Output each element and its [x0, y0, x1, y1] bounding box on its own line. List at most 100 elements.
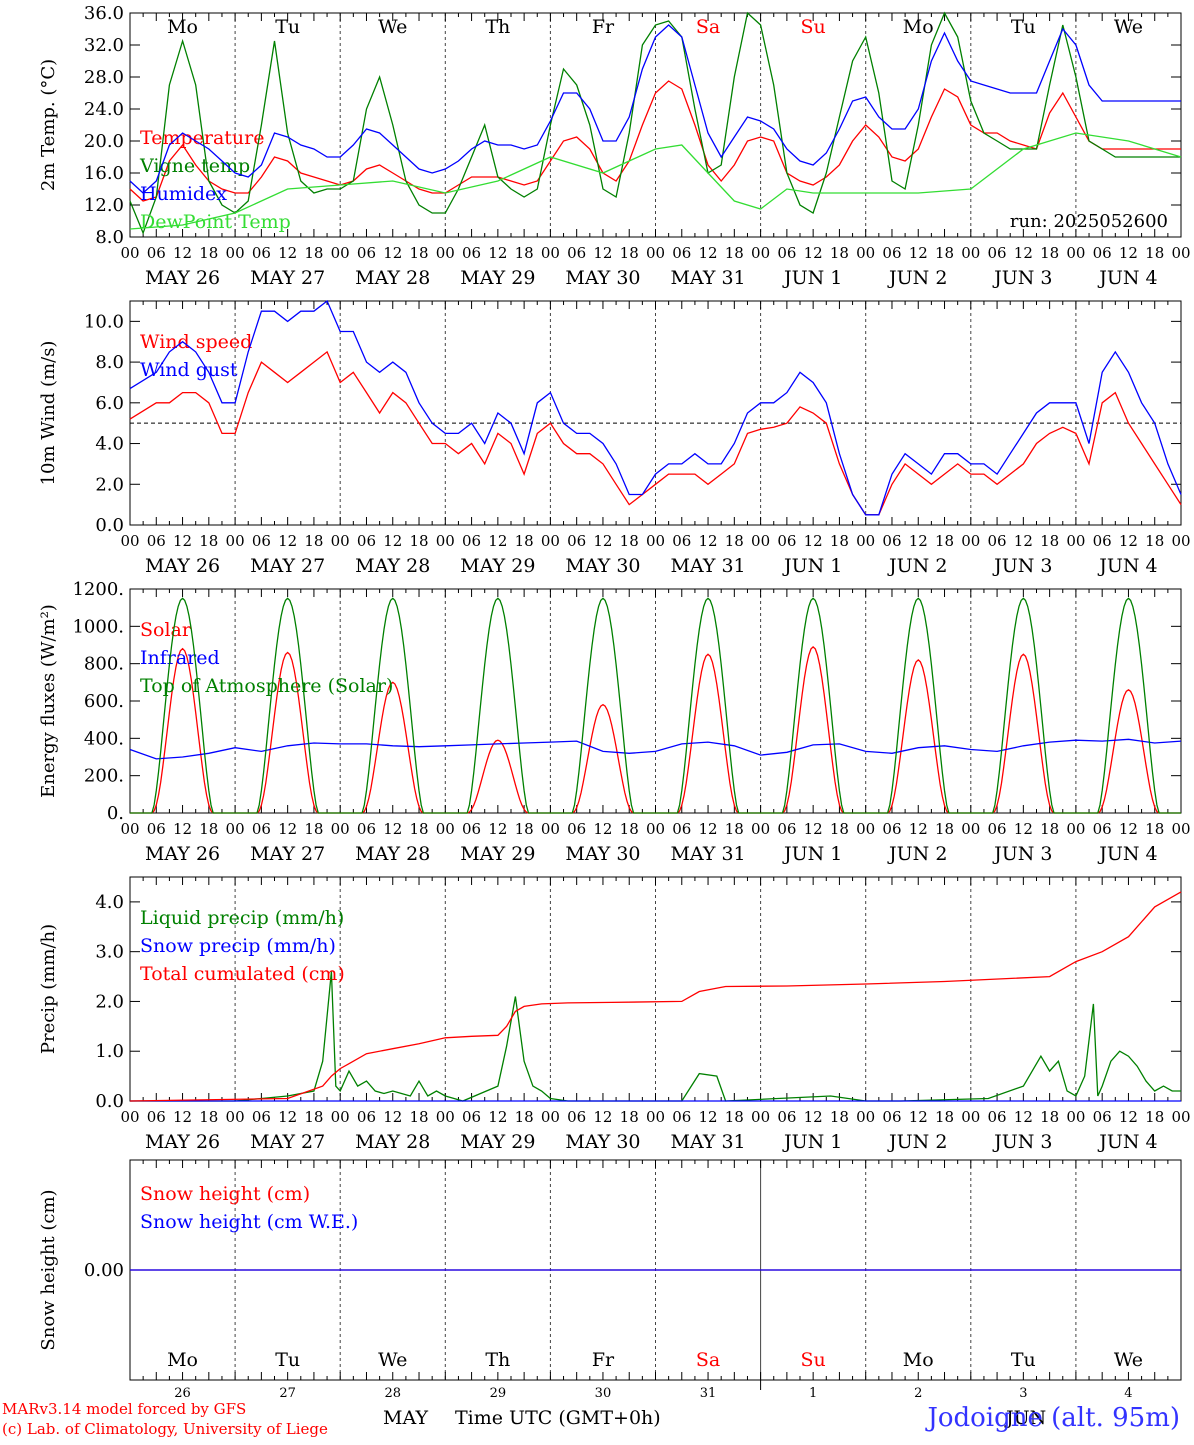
day-of-week-label: Th: [485, 1349, 510, 1371]
hour-tick-label: 06: [567, 244, 586, 262]
series-line-wind-speed: [129, 350, 1182, 516]
hour-tick-label: 06: [672, 820, 691, 838]
panel-snow: 0.00 Snow height (cm) Mo Tu We Th Fr Sa Su Mo Tu We…: [38, 1159, 1182, 1401]
hour-tick-label: 12: [593, 820, 612, 838]
hour-tick-label: 00: [1066, 1108, 1085, 1126]
series-line-wind-gust: [129, 299, 1182, 516]
hour-tick-label: 00: [226, 244, 245, 262]
hour-tick-label: 12: [1014, 244, 1033, 262]
hour-tick-label: 12: [909, 1108, 928, 1126]
date-label: MAY 28: [355, 267, 430, 289]
hour-tick-label: 06: [882, 532, 901, 550]
hour-tick-label: 18: [304, 532, 323, 550]
hour-tick-label: 18: [620, 1108, 639, 1126]
hour-tick-label: 00: [751, 1108, 770, 1126]
date-label: MAY 26: [145, 843, 220, 865]
hour-tick-label: 12: [804, 244, 823, 262]
hour-tick-label: 18: [515, 820, 534, 838]
hour-tick-label: 06: [462, 1108, 481, 1126]
day-of-week-label: Sa: [696, 1349, 720, 1371]
hour-tick-label: 12: [278, 244, 297, 262]
hour-tick-label: 18: [830, 532, 849, 550]
y-tick-label: 0.0: [95, 515, 124, 536]
hour-tick-label: 00: [961, 532, 980, 550]
hour-tick-label: 18: [620, 820, 639, 838]
hour-tick-label: 00: [1171, 532, 1190, 550]
hour-tick-label: 00: [226, 820, 245, 838]
day-of-week-label: Tu: [275, 16, 300, 38]
hour-tick-label: 18: [1145, 820, 1164, 838]
hour-tick-label: 18: [935, 244, 954, 262]
hour-tick-label: 12: [1119, 532, 1138, 550]
hour-tick-label: 12: [488, 820, 507, 838]
hour-tick-label: 00: [436, 244, 455, 262]
day-number-label: 29: [490, 1386, 507, 1401]
hour-tick-label: 00: [751, 532, 770, 550]
y-axis-label: Snow height (cm): [38, 1189, 59, 1350]
hour-tick-label: 12: [383, 820, 402, 838]
series-line-top-of-atmosphere-solar-: [130, 597, 1181, 814]
hour-tick-label: 12: [173, 244, 192, 262]
y-tick-label: 3.0: [95, 942, 124, 963]
date-label: MAY 27: [250, 1131, 325, 1153]
hour-tick-label: 18: [199, 532, 218, 550]
legend-entry: Infrared: [140, 647, 220, 669]
hour-tick-label: 12: [804, 1108, 823, 1126]
day-number-label: 1: [809, 1386, 817, 1401]
date-label: MAY 29: [460, 555, 535, 577]
hour-tick-label: 00: [961, 820, 980, 838]
series-line-total-cumulated-cm-: [129, 891, 1182, 1102]
y-tick-label: 1000.: [72, 616, 124, 637]
y-tick-label: 12.0: [84, 195, 124, 216]
panel-energy: 0. 200. 400. 600. 800. 1000. 1200. Energy fluxe…: [38, 579, 1191, 865]
day-number-label: 4: [1124, 1386, 1132, 1401]
date-label: MAY 28: [355, 555, 430, 577]
day-of-week-label: Mo: [167, 1349, 198, 1371]
hour-tick-label: 06: [462, 244, 481, 262]
panel-frame: [129, 12, 1182, 238]
hour-tick-label: 00: [436, 820, 455, 838]
hour-tick-label: 18: [1145, 532, 1164, 550]
y-axis-label: Energy fluxes (W/m²): [38, 604, 59, 798]
hour-tick-label: 18: [725, 820, 744, 838]
date-label: JUN 3: [992, 555, 1052, 577]
hour-tick-label: 12: [278, 532, 297, 550]
y-tick-label: 400.: [84, 728, 124, 749]
day-of-week-label: Sa: [696, 16, 720, 38]
hour-tick-label: 18: [830, 244, 849, 262]
date-label: MAY 26: [145, 555, 220, 577]
hour-tick-label: 18: [1040, 820, 1059, 838]
hour-tick-label: 18: [1040, 244, 1059, 262]
hour-tick-label: 06: [672, 1108, 691, 1126]
panel-precip: 0.0 1.0 2.0 3.0 4.0 Precip (mm/h) 00 06 12 18 MAY …: [38, 876, 1191, 1153]
legend-entry: Snow height (cm W.E.): [140, 1211, 358, 1233]
hour-tick-label: 18: [409, 244, 428, 262]
legend-entry: Liquid precip (mm/h): [140, 907, 344, 929]
hour-tick-label: 06: [988, 244, 1007, 262]
y-tick-label: 10.0: [84, 311, 124, 332]
hour-tick-label: 06: [357, 244, 376, 262]
y-tick-label: 8.0: [95, 352, 124, 373]
hour-tick-label: 12: [488, 244, 507, 262]
day-of-week-label: Su: [801, 16, 826, 38]
hour-tick-label: 18: [304, 820, 323, 838]
y-tick-label: 600.: [84, 691, 124, 712]
day-of-week-label: Tu: [1011, 1349, 1036, 1371]
hour-tick-label: 12: [909, 244, 928, 262]
legend-entry: Snow precip (mm/h): [140, 935, 336, 957]
series-line-temperature: [129, 80, 1181, 202]
hour-tick-label: 06: [988, 532, 1007, 550]
hour-tick-label: 06: [357, 532, 376, 550]
hour-tick-label: 18: [935, 532, 954, 550]
hour-tick-label: 12: [173, 820, 192, 838]
date-label: JUN 4: [1097, 843, 1157, 865]
date-label: MAY 30: [565, 267, 640, 289]
hour-tick-label: 00: [1066, 532, 1085, 550]
date-label: MAY 29: [460, 843, 535, 865]
hour-tick-label: 18: [935, 1108, 954, 1126]
hour-tick-label: 06: [357, 1108, 376, 1126]
x-axis-label: Time UTC (GMT+0h): [455, 1407, 661, 1429]
hour-tick-label: 12: [1119, 820, 1138, 838]
y-tick-label: 200.: [84, 766, 124, 787]
y-tick-label: 0.: [107, 803, 124, 824]
